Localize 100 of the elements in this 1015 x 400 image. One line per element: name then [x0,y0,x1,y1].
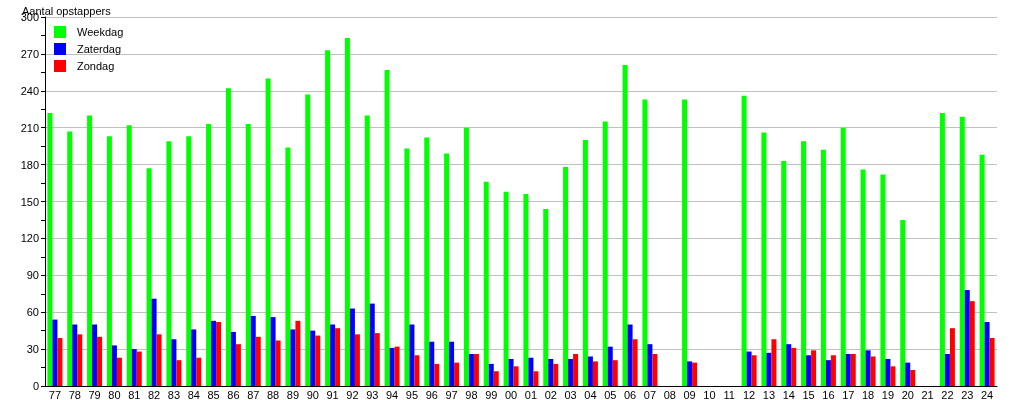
bar [840,127,846,386]
x-tick-label: 98 [465,388,478,400]
bar [622,64,628,386]
bar [270,317,276,386]
x-tick-label: 07 [643,388,657,400]
x-tick-label: 96 [425,388,438,400]
bar [587,356,593,386]
x-tick-label: 15 [802,388,815,400]
bar [791,347,797,386]
bar [865,350,871,386]
bar [473,354,479,386]
bar [493,371,499,386]
bar [325,50,331,386]
bar [592,361,598,386]
bar [77,334,83,386]
bar [310,330,316,386]
x-tick-label: 03 [564,388,577,400]
bar [92,324,98,386]
bar [786,344,792,386]
bar [964,290,970,386]
bar [533,371,539,386]
bar [900,219,906,386]
bar [156,334,162,386]
x-tick-label: 80 [108,388,121,400]
x-tick-label: 04 [584,388,597,400]
x-tick-label: 83 [167,388,181,400]
bar [806,355,812,386]
x-tick-label: 88 [266,388,280,400]
bar [146,168,152,386]
bar [235,344,241,386]
bar [652,354,658,386]
bar [225,88,231,386]
x-tick-label: 20 [901,388,914,400]
bar [969,301,975,386]
x-tick-label: 94 [385,388,399,400]
bar [751,355,757,386]
x-tick-label: 14 [782,388,795,400]
x-tick-label: 95 [405,388,419,400]
bar [513,366,519,386]
x-tick-label: 91 [326,388,339,400]
bar [979,154,985,386]
bar [468,354,474,386]
bar [364,115,370,386]
x-tick-label: 00 [504,388,518,400]
bar [627,324,633,386]
bar [508,358,514,386]
bar [67,131,73,386]
x-tick-label: 97 [445,388,458,400]
bar [761,132,767,386]
bar [939,112,945,386]
y-tick-label: 240 [20,84,39,97]
y-tick-label: 270 [20,47,39,60]
bar [503,191,509,386]
bar [568,358,574,386]
bar [563,167,569,386]
x-tick-label: 84 [187,388,200,400]
bar [449,341,455,386]
bar [87,115,93,386]
bar [57,338,63,386]
x-tick-label: 02 [544,388,557,400]
bar [97,336,103,386]
x-tick-label: 24 [980,388,994,400]
bar [682,99,688,386]
x-tick-label: 78 [68,388,81,400]
bar [647,344,653,386]
bar [166,141,172,386]
bar [885,358,891,386]
bar [354,334,360,386]
bar [573,354,579,386]
x-tick-label: 17 [842,388,855,400]
bar [989,338,995,386]
bar [196,357,202,386]
x-tick-label: 89 [286,388,300,400]
x-tick-label: 11 [723,388,735,400]
x-tick-label: 23 [961,388,974,400]
bar [250,315,256,386]
bar [151,298,157,386]
bar [255,336,261,386]
x-tick-label: 10 [703,388,716,400]
bar [285,147,291,386]
x-tick-label: 90 [306,388,319,400]
bar [944,354,950,386]
y-tick-label: 210 [20,121,39,134]
bar [72,324,78,386]
bar [47,112,53,386]
bar [211,320,217,386]
y-tick-label: 180 [20,158,39,171]
bar [454,362,460,386]
bar [543,208,549,386]
bar [528,357,534,386]
bar [186,136,192,386]
bar [389,347,395,386]
x-tick-label: 05 [604,388,617,400]
bar [687,361,693,386]
x-tick-label: 86 [227,388,240,400]
legend-label: Zondag [77,60,115,72]
bar [216,322,222,386]
bar [349,308,355,386]
x-tick-label: 87 [247,388,260,400]
x-tick-label: 08 [663,388,676,400]
